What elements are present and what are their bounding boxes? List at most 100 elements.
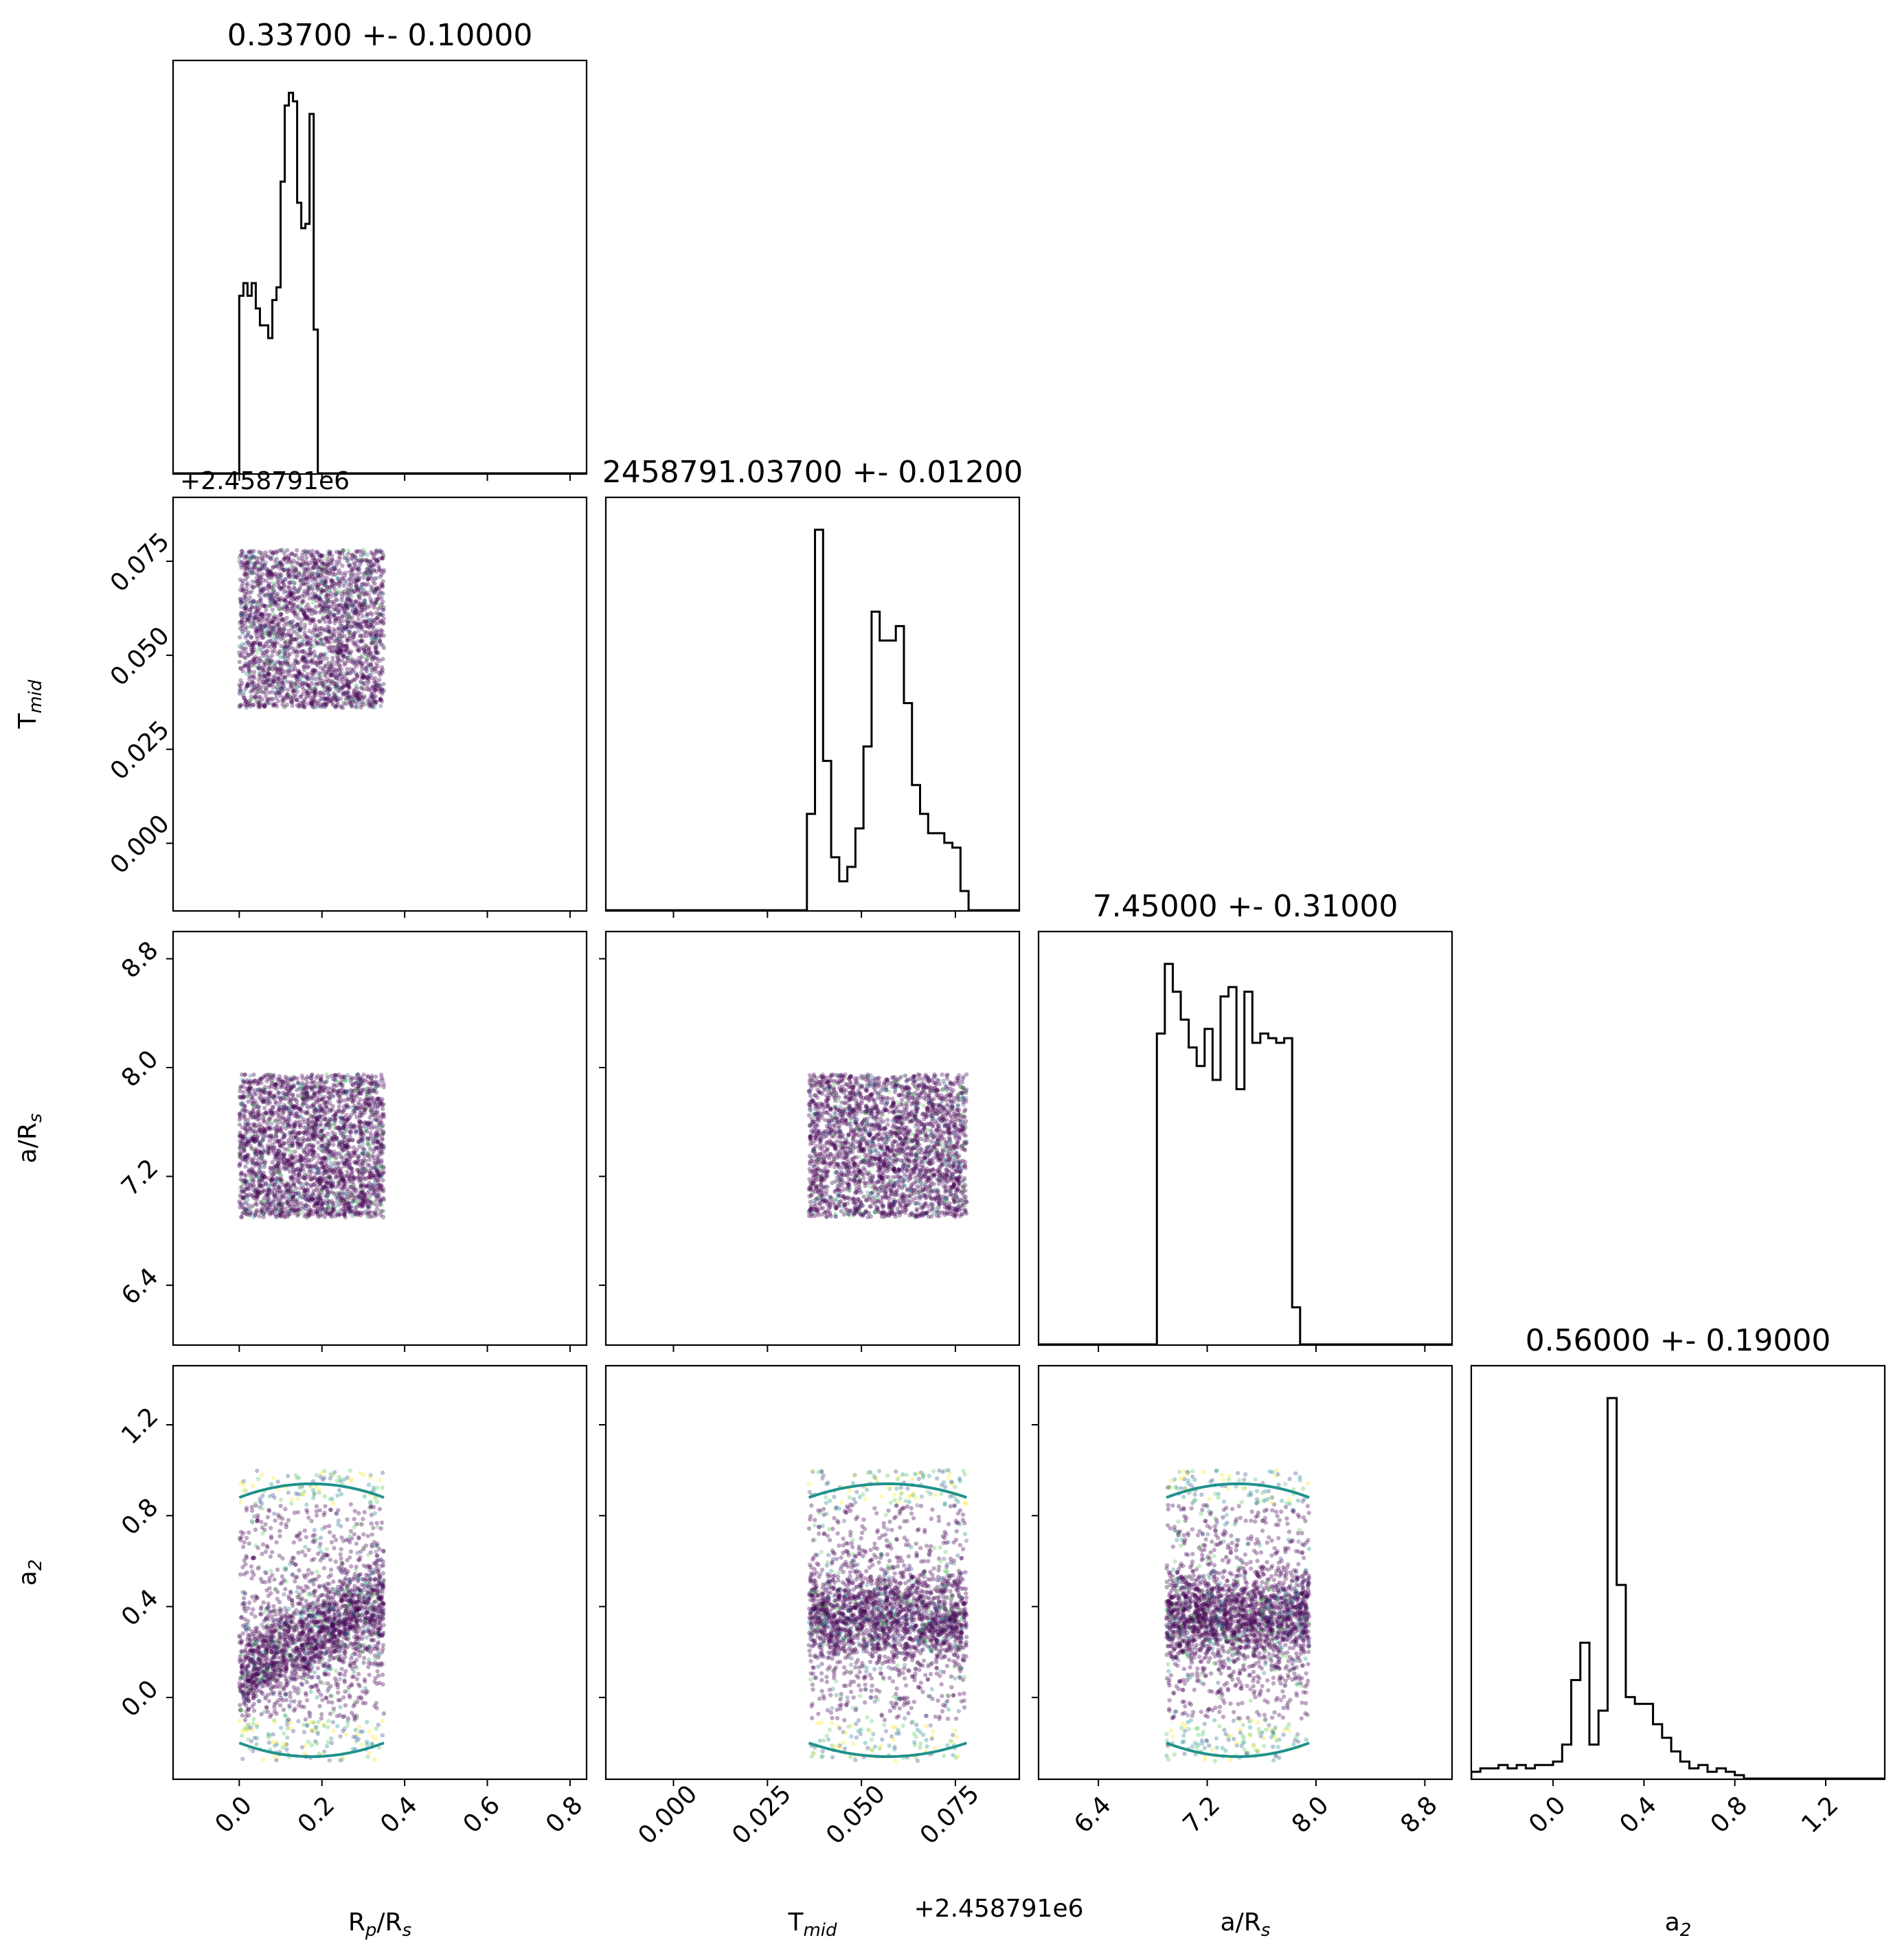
scatter-point	[286, 629, 291, 633]
scatter-point	[284, 1196, 289, 1201]
scatter-point	[288, 593, 294, 598]
scatter-point	[262, 563, 267, 567]
scatter-point	[288, 633, 293, 638]
scatter-point	[324, 669, 330, 675]
scatter-point	[350, 699, 355, 704]
scatter-point	[329, 583, 335, 589]
scatter-point	[271, 679, 277, 684]
scatter-point	[282, 684, 286, 688]
scatter-point	[239, 610, 244, 616]
scatter-point	[273, 1130, 279, 1135]
scatter-point	[320, 681, 326, 686]
scatter-point	[334, 563, 339, 567]
scatter-point	[278, 1096, 283, 1101]
scatter-point	[361, 619, 365, 624]
scatter-point	[373, 644, 378, 650]
scatter-point	[345, 590, 350, 596]
scatter-point	[260, 635, 265, 640]
scatter-point	[365, 1074, 371, 1079]
scatter-point	[326, 692, 331, 697]
scatter-point	[269, 569, 273, 574]
scatter-point	[250, 649, 256, 654]
scatter-point	[295, 1093, 301, 1098]
scatter-point	[280, 563, 285, 567]
scatter-point	[302, 574, 306, 579]
scatter-point	[344, 697, 350, 701]
scatter-point	[362, 599, 367, 605]
scatter-point	[258, 605, 263, 609]
scatter-point	[372, 581, 377, 586]
scatter-point	[365, 1096, 370, 1101]
scatter-point	[379, 1158, 384, 1163]
scatter-point	[329, 1204, 335, 1209]
scatter-point	[319, 554, 324, 559]
scatter-point	[246, 618, 251, 622]
scatter-point	[337, 633, 342, 638]
scatter-point	[328, 1116, 333, 1122]
scatter-point	[318, 1213, 323, 1218]
scatter-point	[368, 631, 374, 636]
scatter-point	[348, 598, 352, 604]
scatter-point	[328, 1167, 333, 1172]
scatter-point	[308, 1137, 313, 1142]
scatter-point	[256, 565, 260, 570]
histogram-step	[606, 528, 1019, 911]
scatter-point	[271, 564, 276, 569]
scatter-point	[321, 653, 326, 659]
scatter-point	[332, 593, 338, 598]
scatter-point	[378, 673, 383, 677]
scatter-point	[339, 704, 344, 709]
scatter-point	[251, 615, 256, 620]
scatter-point	[296, 625, 301, 630]
scatter-point	[381, 688, 387, 693]
scatter-point	[246, 640, 251, 645]
scatter-point	[337, 687, 343, 692]
scatter-point	[344, 646, 349, 651]
scatter-point	[299, 703, 304, 708]
scatter-point	[290, 590, 295, 596]
scatter-point	[361, 602, 366, 607]
scatter-point	[330, 578, 335, 583]
scatter-point	[267, 617, 271, 622]
scatter-point	[280, 702, 285, 707]
scatter-point	[359, 1131, 363, 1136]
scatter-point	[276, 675, 281, 680]
scatter-point	[239, 623, 244, 628]
scatter-point	[381, 621, 386, 626]
scatter-point	[341, 648, 345, 653]
scatter-point	[238, 1161, 242, 1166]
scatter-point	[296, 561, 301, 566]
scatter-point	[249, 583, 254, 589]
scatter-point	[273, 1180, 278, 1184]
scatter-point	[282, 1140, 287, 1146]
scatter-point	[267, 677, 272, 683]
scatter-point	[266, 1091, 271, 1096]
scatter-point	[319, 561, 325, 566]
scatter-point	[295, 611, 300, 617]
scatter-point	[251, 618, 256, 623]
scatter-point	[249, 697, 254, 702]
scatter-point	[352, 659, 357, 665]
scatter-point	[321, 692, 326, 697]
scatter-point	[267, 633, 273, 638]
scatter-point	[352, 662, 357, 667]
scatter-point	[277, 633, 282, 639]
scatter-point	[289, 1208, 295, 1213]
scatter-point	[320, 1201, 325, 1206]
scatter-point	[363, 629, 367, 635]
scatter-point	[323, 602, 328, 607]
scatter-point	[343, 602, 348, 607]
scatter-point	[324, 664, 329, 668]
scatter-point	[374, 699, 378, 704]
scatter-point	[326, 1205, 330, 1210]
scatter-point	[329, 667, 335, 673]
scatter-point	[316, 1191, 321, 1196]
scatter-point	[372, 602, 376, 607]
scatter-point	[317, 552, 321, 556]
scatter-point	[293, 1154, 298, 1159]
scatter-point	[355, 639, 360, 644]
scatter-point	[329, 1134, 334, 1139]
scatter-point	[282, 597, 286, 602]
scatter-point	[258, 670, 262, 675]
scatter-point	[372, 600, 378, 605]
